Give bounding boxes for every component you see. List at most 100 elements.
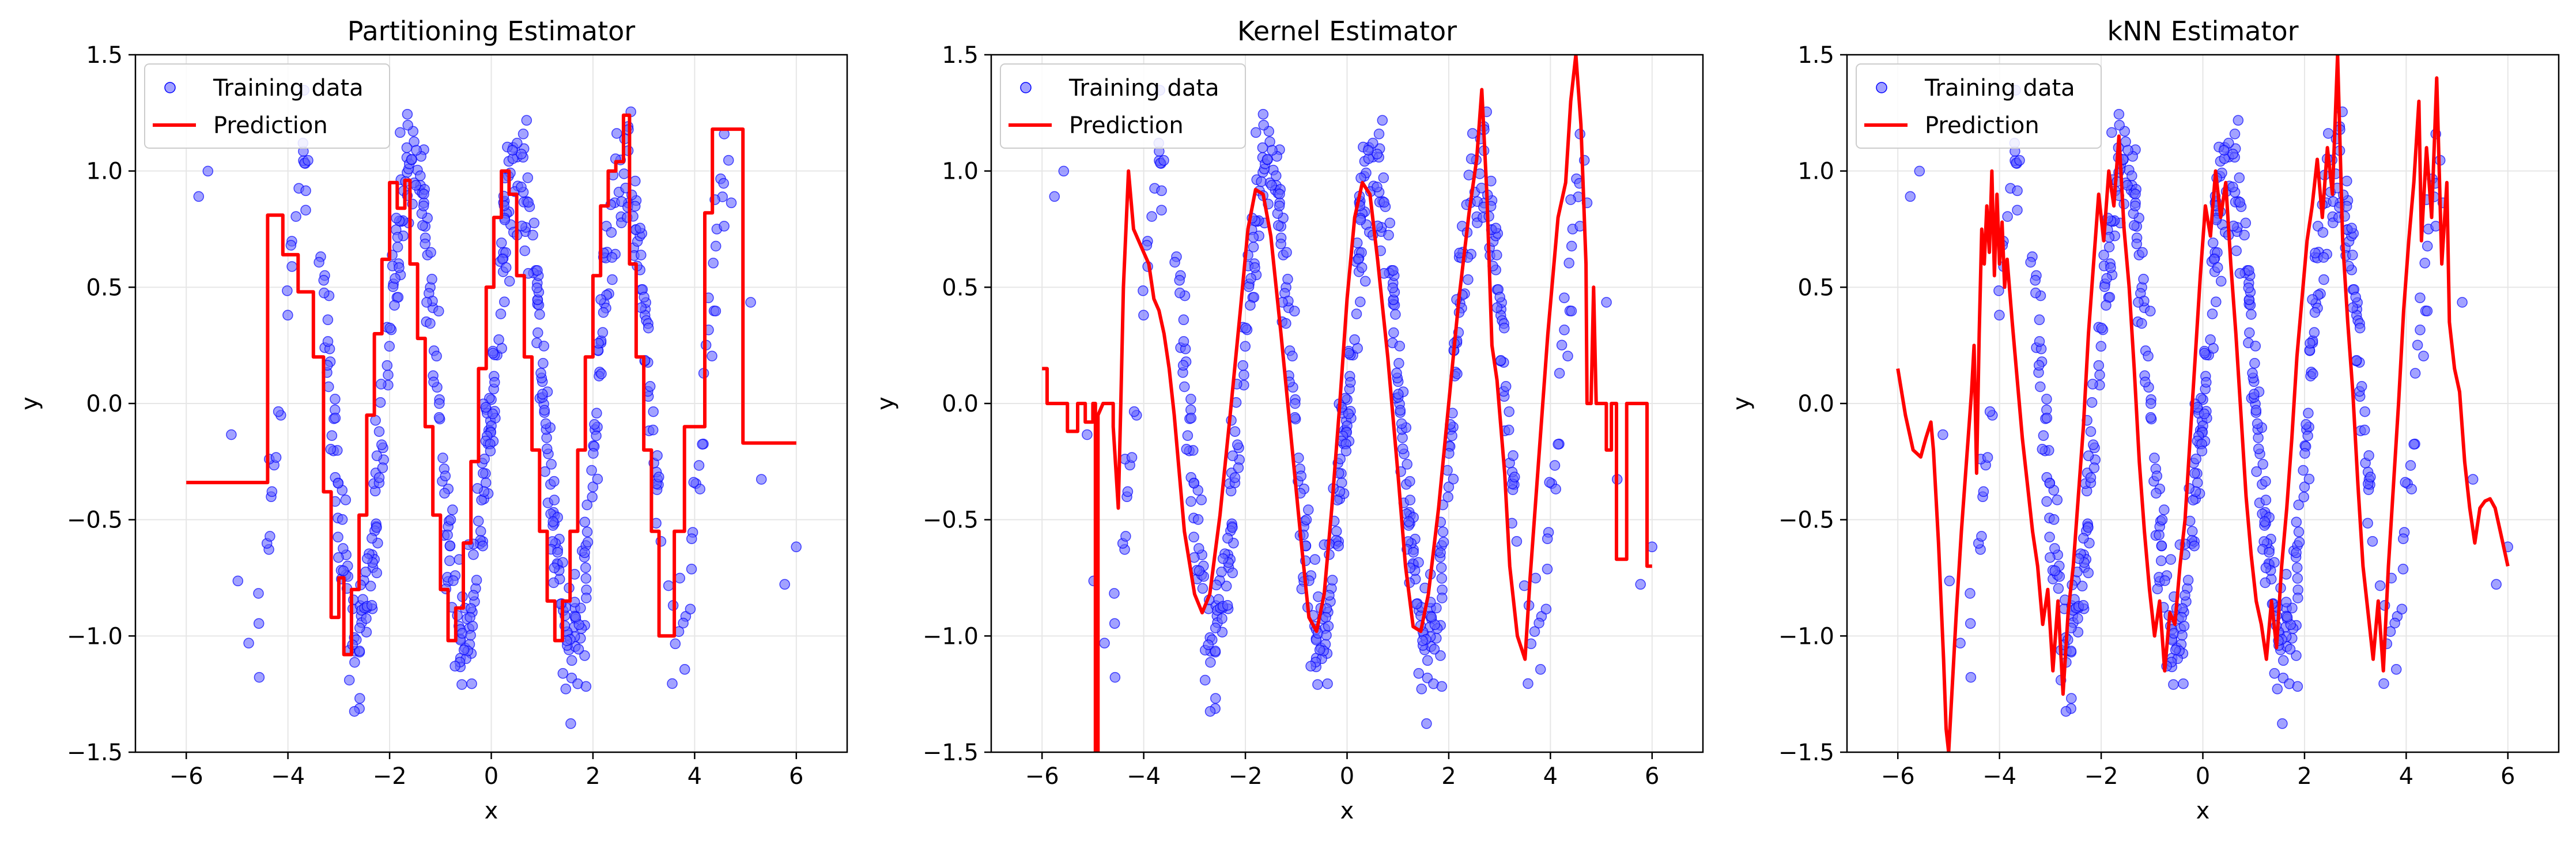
training-data-point (2149, 452, 2160, 463)
training-data-point (468, 549, 479, 560)
training-data-point (2094, 369, 2105, 380)
training-data-point (1185, 496, 1196, 507)
legend-label: Training data (213, 75, 364, 101)
training-data-point (2396, 603, 2408, 614)
training-data-point (1554, 368, 1565, 379)
training-data-point (1404, 476, 1415, 487)
y-tick-label: −1.0 (1778, 623, 1834, 650)
training-data-point (2422, 240, 2433, 252)
training-data-point (592, 473, 603, 485)
training-data-point (2151, 470, 2163, 482)
training-data-point (496, 237, 507, 248)
training-data-point (303, 155, 313, 166)
legend: Training data Prediction (1000, 63, 1246, 149)
training-data-point (726, 197, 737, 209)
training-data-point (2280, 597, 2292, 608)
training-data-point (2240, 217, 2252, 229)
legend: Training data Prediction (144, 63, 390, 149)
training-data-point (549, 495, 560, 506)
training-data-point (1336, 477, 1347, 488)
training-data-point (1416, 684, 1427, 695)
training-data-point (791, 541, 802, 553)
training-data-point (591, 408, 602, 419)
training-data-point (371, 450, 383, 462)
training-data-point (415, 170, 426, 182)
training-data-point (1965, 672, 1977, 683)
x-axis-label: x (1340, 798, 1354, 824)
training-data-point (1158, 155, 1169, 166)
training-data-point (1984, 406, 1996, 417)
training-data-point (2053, 583, 2064, 594)
training-data-point (495, 308, 507, 319)
training-data-point (2126, 170, 2137, 182)
training-data-point (1251, 127, 1261, 138)
training-data-point (2072, 613, 2083, 624)
training-data-point (1256, 176, 1267, 187)
training-data-point (1383, 229, 1394, 241)
training-data-point (273, 406, 284, 417)
training-data-point (418, 188, 429, 199)
training-data-point (2318, 274, 2329, 285)
training-data-point (2044, 478, 2055, 489)
training-data-point (2397, 564, 2409, 575)
training-data-point (1435, 547, 1446, 559)
training-data-point (2058, 756, 2068, 766)
training-data-point (1266, 180, 1277, 191)
training-data-point (2260, 562, 2272, 574)
training-data-point (2152, 583, 2163, 594)
training-data-point (591, 430, 602, 442)
training-data-point (1372, 182, 1383, 193)
training-data-point (1544, 477, 1555, 488)
training-data-point (607, 274, 618, 285)
training-data-point (480, 402, 492, 413)
training-data-point (1529, 626, 1540, 637)
y-tick-label: 0.0 (942, 391, 979, 417)
training-data-point (450, 661, 460, 672)
training-data-point (333, 478, 343, 489)
training-data-point (2233, 115, 2244, 126)
training-data-point (373, 472, 385, 483)
training-data-point (2205, 334, 2216, 345)
training-data-point (1343, 348, 1354, 359)
training-data-point (2298, 491, 2309, 503)
training-data-point (1511, 535, 1523, 547)
training-data-point (2114, 119, 2125, 131)
training-data-point (549, 476, 560, 487)
training-data-point (580, 562, 591, 574)
training-data-point (1397, 443, 1408, 454)
training-data-point (2243, 265, 2254, 276)
training-data-point (1240, 322, 1251, 334)
training-data-point (1281, 247, 1292, 258)
training-data-point (2351, 355, 2362, 366)
training-data-point (2085, 426, 2097, 437)
training-data-point (1378, 197, 1389, 208)
training-data-point (688, 477, 699, 488)
training-data-point (487, 408, 498, 420)
training-data-point (253, 588, 264, 599)
training-data-point (1394, 341, 1406, 352)
training-data-point (2309, 307, 2321, 318)
training-data-point (1403, 516, 1414, 527)
training-data-point (2086, 397, 2098, 408)
training-data-point (1343, 408, 1354, 420)
training-data-point (343, 674, 355, 686)
x-tick-label: 2 (2297, 763, 2311, 790)
training-data-point (254, 672, 265, 683)
training-data-point (1240, 341, 1251, 352)
training-data-point (472, 483, 483, 494)
training-data-point (2076, 580, 2088, 592)
training-data-point (2199, 348, 2210, 359)
training-data-point (2239, 229, 2250, 241)
y-tick-label: 0.5 (86, 274, 123, 301)
training-data-point (394, 262, 405, 273)
training-data-point (538, 341, 550, 352)
training-data-point (1229, 472, 1241, 483)
training-data-point (1340, 446, 1352, 457)
training-data-point (2374, 580, 2386, 591)
training-data-point (2034, 314, 2045, 326)
training-data-point (2041, 394, 2052, 405)
training-data-point (504, 276, 515, 287)
training-data-point (1491, 302, 1503, 314)
training-data-point (338, 565, 349, 576)
training-data-point (532, 265, 543, 276)
